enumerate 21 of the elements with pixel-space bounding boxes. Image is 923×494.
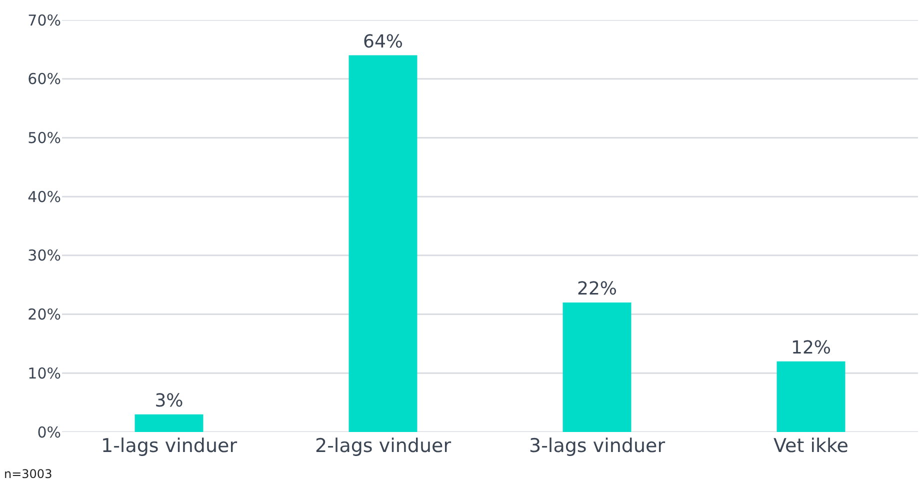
x-tick-label: 2-lags vinduer [314,435,452,457]
bar [134,414,204,432]
y-tick-label: 30% [28,246,61,265]
y-tick-label: 60% [28,70,61,88]
data-label: 3% [154,390,184,412]
data-label: 12% [790,337,832,358]
x-tick-label: Vet ikke [774,435,848,457]
bar [776,361,846,432]
y-tick-label: 0% [37,423,61,442]
x-tick-label: 1-lags vinduer [100,435,238,457]
y-tick-label: 50% [28,128,61,147]
data-label: 22% [576,278,618,300]
y-tick-label: 70% [28,11,61,30]
x-tick-label: 3-lags vinduer [528,435,666,457]
bar [562,302,632,432]
y-tick-label: 40% [28,188,61,206]
text: n=3003 [4,467,52,481]
y-tick-label: 10% [28,364,61,382]
bar [348,55,418,432]
y-tick-label: 20% [28,306,61,324]
data-label: 64% [362,31,404,52]
